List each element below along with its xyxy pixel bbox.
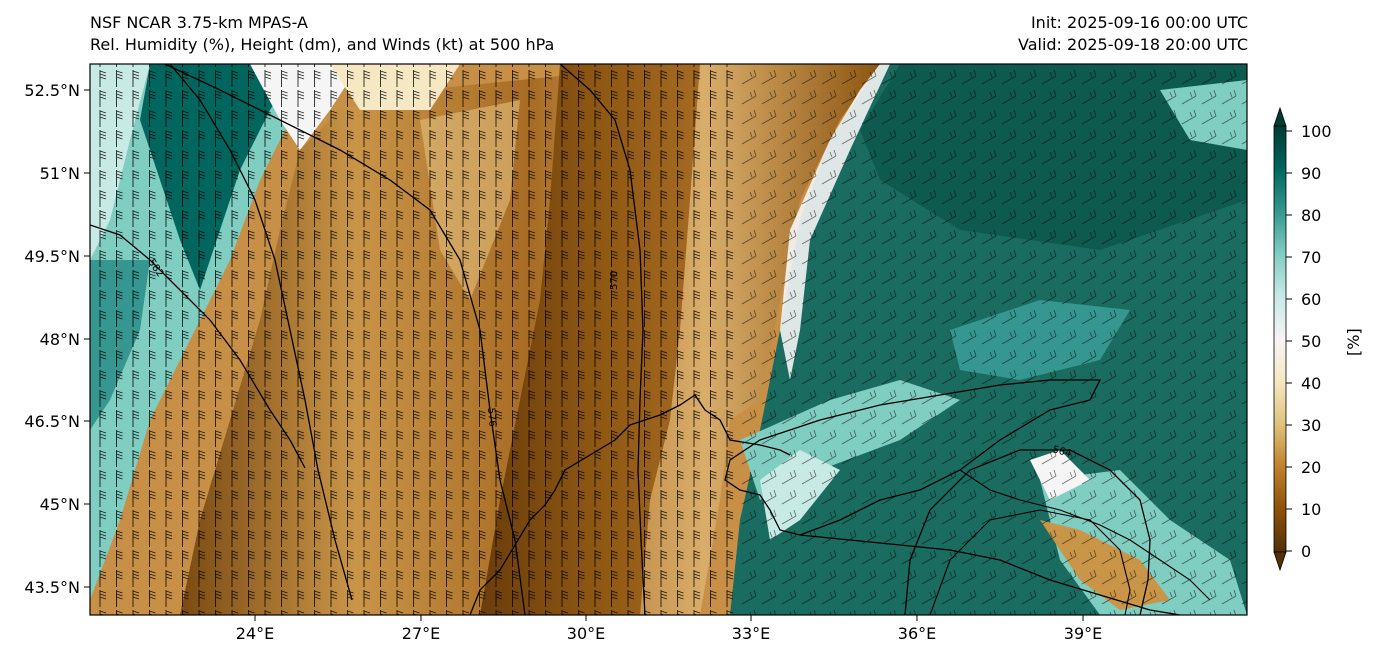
init-time: Init: 2025-09-16 00:00 UTC <box>1030 13 1248 32</box>
contour-label: 564 <box>1051 444 1072 460</box>
colorbar-label: [%] <box>1344 328 1363 356</box>
lon-tick-label: 39°E <box>1063 624 1103 643</box>
colorbar <box>1273 106 1292 572</box>
lon-tick-label: 24°E <box>235 624 275 643</box>
lat-tick-label: 43.5°N <box>24 578 80 597</box>
humidity-field: 582 576 570 564 <box>90 64 1247 615</box>
colorbar-tick: 20 <box>1301 458 1322 477</box>
colorbar-tick: 70 <box>1301 248 1322 267</box>
lat-tick-label: 52.5°N <box>24 81 80 100</box>
colorbar-tick: 90 <box>1301 164 1322 183</box>
lat-tick-label: 51°N <box>39 164 80 183</box>
fields-title: Rel. Humidity (%), Height (dm), and Wind… <box>90 35 555 54</box>
lat-tick-label: 48°N <box>39 330 80 349</box>
colorbar-tick: 50 <box>1301 332 1322 351</box>
colorbar-tick: 40 <box>1301 374 1322 393</box>
lon-tick-label: 27°E <box>401 624 441 643</box>
lon-tick-label: 30°E <box>566 624 606 643</box>
colorbar-tick: 10 <box>1301 500 1322 519</box>
lat-tick-label: 46.5°N <box>24 412 80 431</box>
colorbar-tick: 0 <box>1301 542 1312 561</box>
lon-tick-label: 33°E <box>731 624 771 643</box>
axis-ticks <box>84 89 1084 621</box>
lon-tick-label: 36°E <box>897 624 937 643</box>
lat-tick-label: 45°N <box>39 495 80 514</box>
model-title: NSF NCAR 3.75-km MPAS-A <box>90 13 308 32</box>
contour-label: 576 <box>485 407 498 427</box>
colorbar-tick: 100 <box>1301 122 1332 141</box>
colorbar-tick: 80 <box>1301 206 1322 225</box>
contour-label: 570 <box>609 271 620 290</box>
lat-tick-label: 49.5°N <box>24 247 80 266</box>
map-frame <box>89 63 1248 616</box>
valid-time: Valid: 2025-09-18 20:00 UTC <box>1017 35 1248 54</box>
colorbar-tick: 60 <box>1301 290 1322 309</box>
colorbar-tick: 30 <box>1301 416 1322 435</box>
